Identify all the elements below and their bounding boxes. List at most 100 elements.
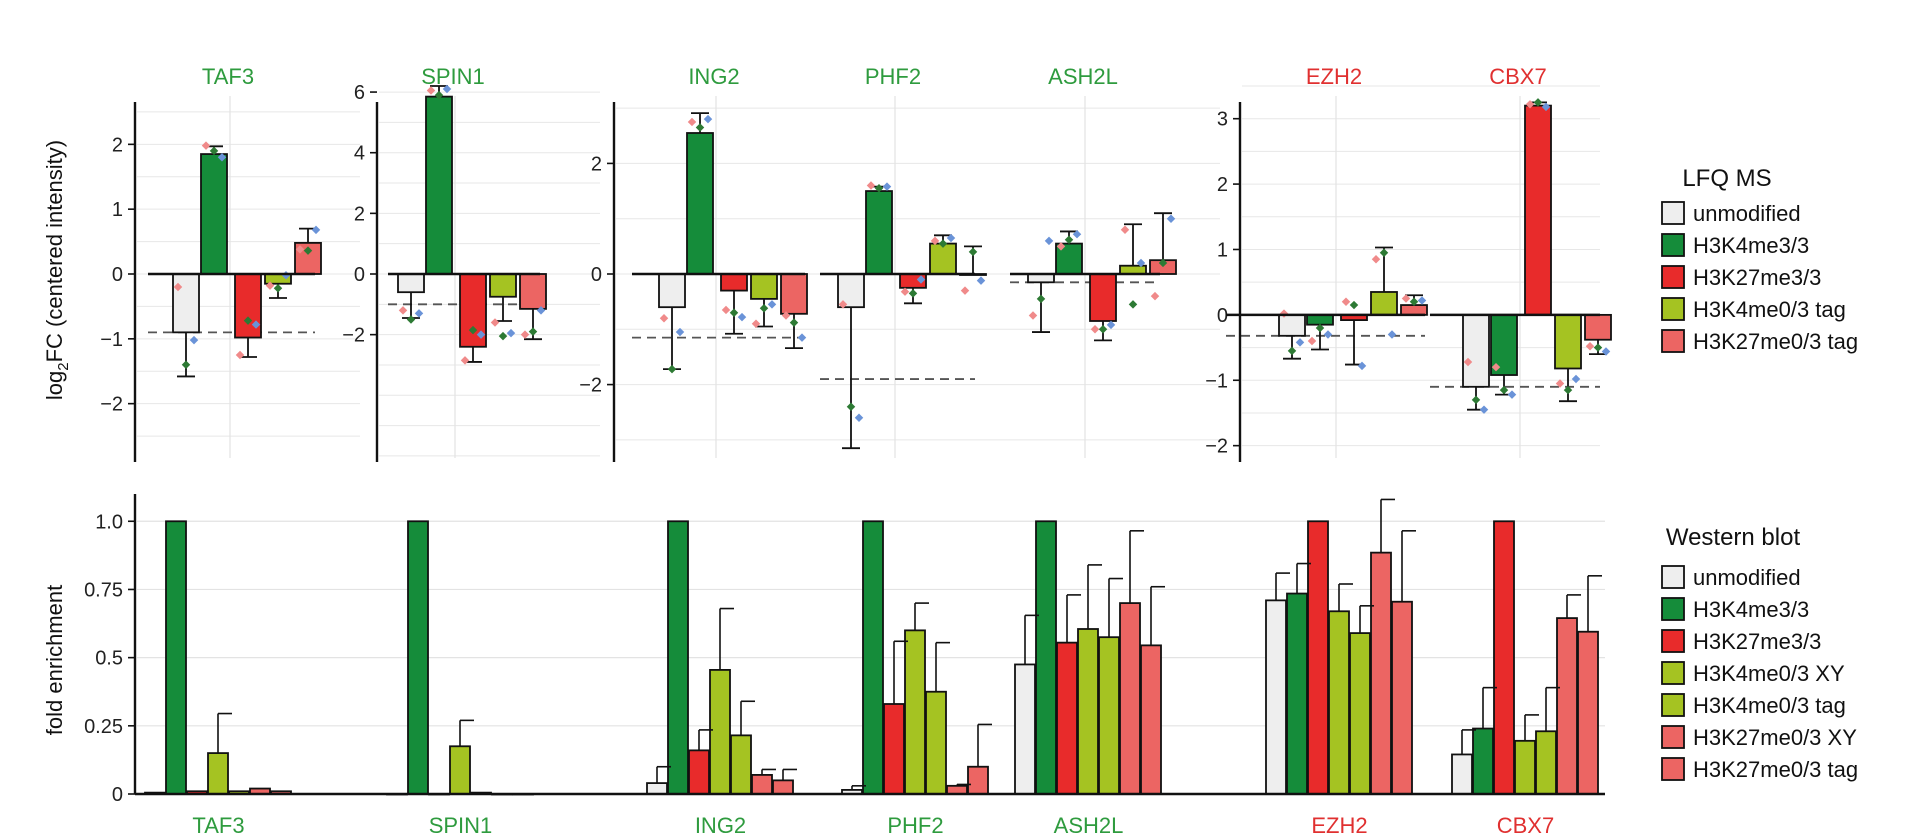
replicate-dot <box>189 335 199 345</box>
replicate-dot <box>721 305 731 315</box>
bottom-group-label: CBX7 <box>1497 813 1554 836</box>
wb-bar <box>688 749 710 795</box>
y-tick-label: 2 <box>591 153 602 175</box>
replicate-dot <box>866 181 876 190</box>
replicate-dot <box>1036 294 1046 304</box>
replicate-dot <box>1128 300 1138 309</box>
replicate-dot <box>1090 325 1100 334</box>
y-tick-label: 4 <box>354 143 365 165</box>
y-tick-label: 2 <box>354 203 365 225</box>
wb-bar <box>709 669 731 795</box>
wb-bar <box>1265 599 1287 795</box>
replicate-dot <box>426 86 436 95</box>
replicate-dot <box>1479 405 1489 414</box>
replicate-dot <box>1106 320 1116 330</box>
replicate-dot <box>1136 258 1146 268</box>
legend-entry: H3K27me3/3 <box>1693 265 1821 290</box>
replicate-dot <box>265 281 275 290</box>
replicate-dot <box>442 84 452 94</box>
replicate-dot <box>251 320 261 329</box>
replicate-dot <box>1593 343 1603 352</box>
replicate-dot <box>434 90 444 100</box>
lfq-bar <box>1119 264 1147 275</box>
y-tick-label: 0 <box>591 264 602 286</box>
replicate-dot <box>882 182 892 191</box>
replicate-dot <box>201 141 211 150</box>
lfq-bar <box>865 190 893 275</box>
replicate-dot <box>976 276 986 285</box>
y-tick-label: 1.0 <box>95 511 123 533</box>
replicate-dot <box>1307 336 1317 346</box>
replicate-dot <box>1563 385 1573 395</box>
replicate-dot <box>1601 347 1611 356</box>
wb-bar <box>1014 663 1036 795</box>
wb-bar <box>1307 520 1329 795</box>
replicate-dot <box>1341 297 1351 307</box>
replicate-dot <box>1064 235 1074 244</box>
wb-bar <box>730 734 752 795</box>
y-tick-label: 0.75 <box>84 579 123 601</box>
replicate-dot <box>1028 311 1038 320</box>
wb-bar <box>883 703 905 795</box>
wb-bar <box>1286 592 1308 795</box>
replicate-dots <box>173 84 1611 423</box>
wb-bar <box>667 520 689 795</box>
lfq-bar <box>1524 104 1552 316</box>
wb-bar <box>946 784 968 795</box>
replicate-dot <box>687 117 697 127</box>
wb-bar <box>1077 628 1099 795</box>
replicate-dot <box>1287 346 1297 356</box>
wb-bar <box>207 752 229 795</box>
wb-bar <box>449 745 471 795</box>
replicate-dot <box>1555 379 1565 388</box>
legend-entry: H3K27me0/3 XY <box>1693 725 1857 750</box>
wb-bar <box>1535 730 1557 795</box>
replicate-dot <box>854 413 864 423</box>
wb-bar <box>904 629 926 795</box>
wb-bar <box>1328 610 1350 795</box>
bottom-group-label: PHF2 <box>887 813 943 836</box>
lfq-bar <box>489 273 517 298</box>
bottom-group-label: ING2 <box>695 813 746 836</box>
lfq-bar <box>425 95 453 275</box>
replicate-dot <box>1158 258 1168 268</box>
replicate-dot <box>1507 390 1517 399</box>
replicate-dot <box>789 318 799 327</box>
replicate-dot <box>729 308 739 317</box>
replicate-dot <box>173 282 183 292</box>
wb-bar <box>772 779 794 795</box>
wb-bar <box>1391 600 1413 795</box>
replicate-dot <box>1166 214 1176 223</box>
legend-entry: H3K4me0/3 tag <box>1693 693 1846 718</box>
lfq-bar <box>172 273 200 334</box>
wb-bar <box>1098 636 1120 795</box>
legend-swatch <box>1661 565 1685 589</box>
replicate-dot <box>703 114 713 124</box>
y-tick-label: −1 <box>100 329 123 351</box>
lfq-bar <box>1400 304 1428 316</box>
replicate-dot <box>1150 291 1160 301</box>
wb-bar <box>1514 739 1536 795</box>
lfq-bar <box>1370 291 1398 316</box>
legend-entry: unmodified <box>1693 201 1801 226</box>
y-tick-label: −2 <box>100 394 123 416</box>
legend-swatch <box>1661 297 1685 321</box>
replicate-dot <box>311 225 321 235</box>
y-tick-label: 0 <box>112 784 123 806</box>
replicate-dot <box>695 123 705 132</box>
replicate-dot <box>737 312 747 322</box>
legend-swatch <box>1661 201 1685 225</box>
replicate-dot <box>1044 236 1054 246</box>
axes: −2 −1 0 1 2 −2 0 2 4 6 −2 0 2 −2 −1 0 1 2 3 0 0.25 0.5 0.75 1.0 <box>84 82 1605 806</box>
y-tick-label: 0 <box>112 264 123 286</box>
lfq-bar <box>234 273 262 339</box>
replicate-dot <box>506 328 516 338</box>
replicate-dot <box>1387 330 1397 339</box>
replicate-dot <box>273 284 283 293</box>
lfq-bar <box>1584 313 1612 341</box>
replicate-dot <box>243 316 253 325</box>
lfq-bar <box>929 242 957 275</box>
wb-bar <box>862 520 884 795</box>
replicate-dot <box>1323 330 1333 339</box>
legend-title: Western blot <box>1666 524 1801 551</box>
